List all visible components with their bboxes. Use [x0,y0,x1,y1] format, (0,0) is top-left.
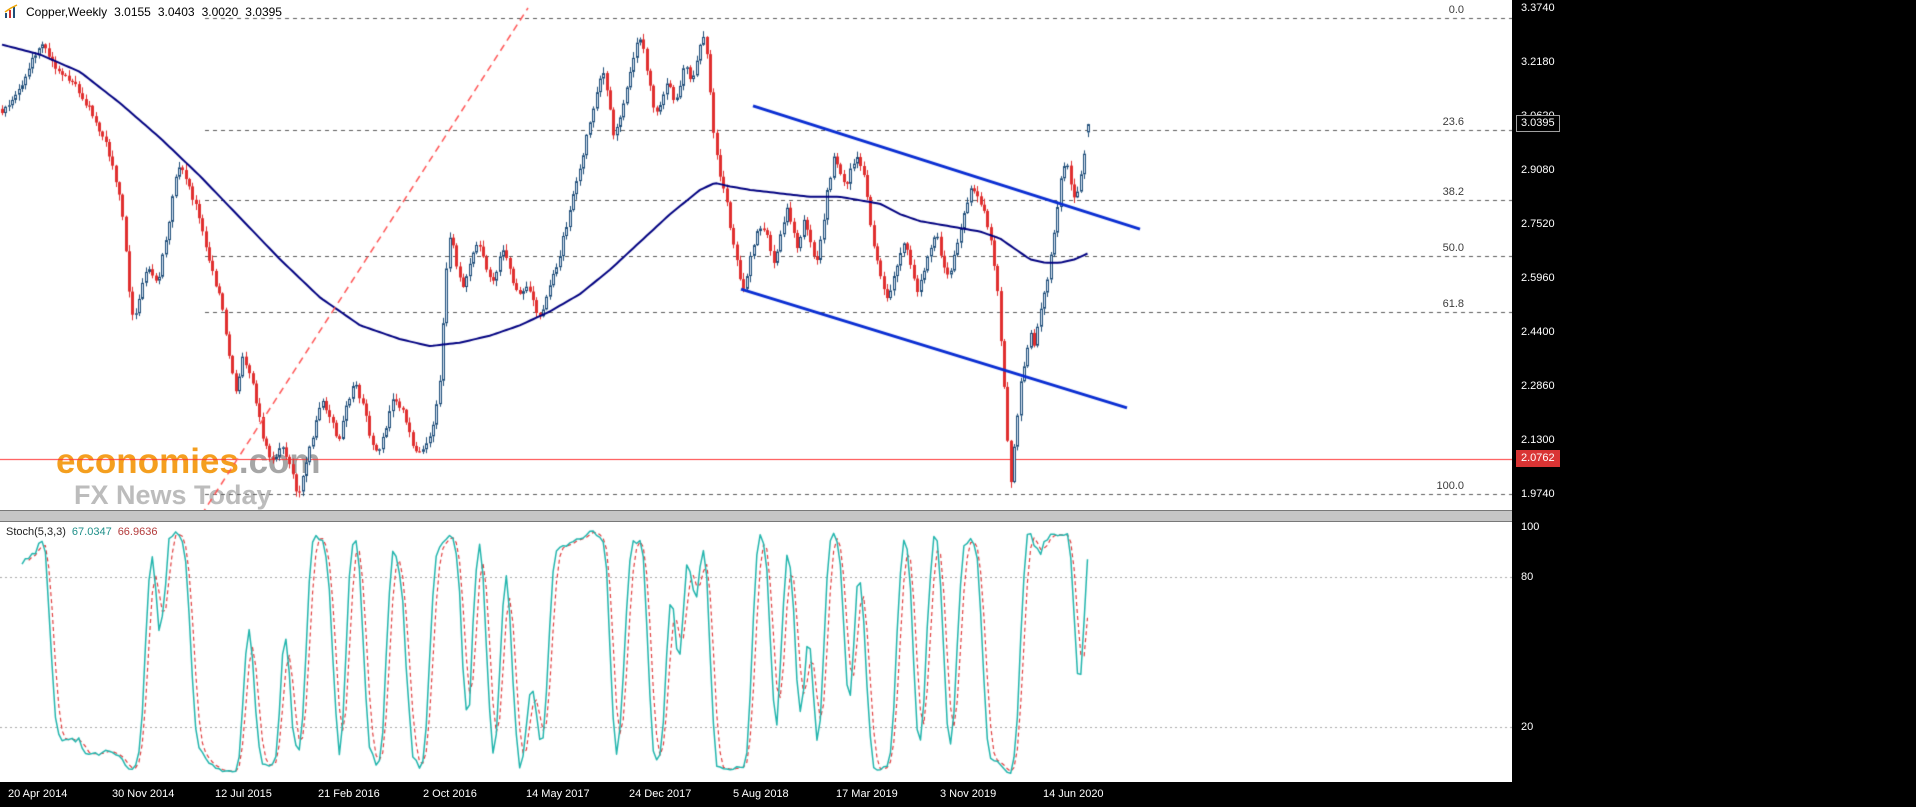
horizontal-line-price-tag: 2.0762 [1516,449,1560,467]
indicator-signal-value: 66.9636 [117,526,158,538]
stoch-axis-label: 80 [1521,571,1534,583]
date-axis-label: 21 Feb 2016 [318,788,380,800]
price-axis-label: 2.1300 [1521,433,1555,446]
price-axis-label: 3.2180 [1521,56,1555,69]
ohlc-high: 3.0403 [157,4,195,19]
date-axis-label: 20 Apr 2014 [8,788,68,800]
date-axis-label: 14 May 2017 [526,788,590,800]
date-axis-label: 5 Aug 2018 [733,788,789,800]
date-axis-label: 3 Nov 2019 [940,788,997,800]
stochastic-canvas[interactable] [0,522,1512,782]
price-axis-label: 2.2860 [1521,379,1555,392]
chart-icon [4,4,19,19]
stoch-axis-label: 20 [1521,721,1534,733]
price-axis-label: 2.9080 [1521,163,1555,176]
date-axis-label: 14 Jun 2020 [1043,788,1104,800]
stochastic-panel: Stoch(5,3,3) 67.0347 66.9636 [0,522,1512,782]
main-chart-panel: economies.com FX News Today 0.023.638.25… [0,0,1512,510]
ohlc-close: 3.0395 [245,4,282,19]
date-axis-label: 24 Dec 2017 [629,788,692,800]
current-price-tag: 3.0395 [1516,115,1560,133]
panel-separator[interactable] [0,510,1512,522]
date-axis-label: 30 Nov 2014 [112,788,175,800]
indicator-name: Stoch(5,3,3) [6,526,66,538]
date-axis-label: 17 Mar 2019 [836,788,898,800]
date-axis-label: 12 Jul 2015 [215,788,272,800]
ohlc-open: 3.0155 [114,4,151,19]
ohlc-low: 3.0020 [201,4,239,19]
price-axis[interactable]: 3.37403.21803.06202.90802.75202.59602.44… [1512,0,1916,782]
price-axis-label: 2.5960 [1521,272,1555,285]
indicator-label: Stoch(5,3,3) 67.0347 66.9636 [6,526,157,538]
price-chart-canvas[interactable] [0,0,1512,510]
indicator-main-value: 67.0347 [71,526,112,538]
date-axis-label: 2 Oct 2016 [423,788,477,800]
stoch-axis-label: 100 [1521,521,1540,533]
price-axis-label: 2.4400 [1521,326,1555,339]
time-axis[interactable]: 20 Apr 2014 30 Nov 2014 12 Jul 2015 21 Feb … [0,782,1916,807]
symbol-timeframe-label: Copper,Weekly [26,4,108,19]
price-axis-label: 3.3740 [1521,1,1555,14]
price-axis-label: 1.9740 [1521,487,1555,500]
price-axis-label: 2.7520 [1521,217,1555,230]
chart-title: Copper,Weekly 3.0155 3.0403 3.0020 3.039… [4,4,282,19]
